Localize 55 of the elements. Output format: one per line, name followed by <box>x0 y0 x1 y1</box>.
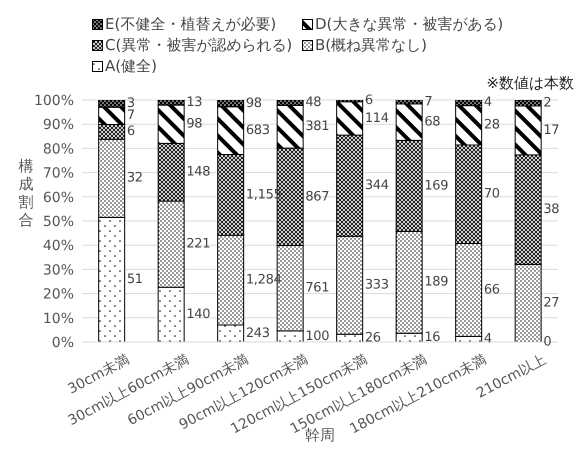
annotation: 243 <box>246 326 270 342</box>
y-tick-label: 40% <box>42 238 74 254</box>
annotation: 7 <box>424 94 432 110</box>
annotation: 114 <box>364 110 389 126</box>
annotation: 16 <box>424 330 440 346</box>
annotation: 4 <box>484 332 492 347</box>
legend-label: B(概ね異常なし) <box>315 35 427 56</box>
legend-label: C(異常・被害が認められる) <box>105 35 292 56</box>
annotation: 17 <box>543 122 560 138</box>
annotation: 98 <box>246 96 262 111</box>
annotation: 38 <box>543 202 560 218</box>
annotation: 98 <box>186 116 202 132</box>
y-tick-label: 0% <box>52 334 74 351</box>
annotation: 13 <box>186 94 202 110</box>
annotation: 6 <box>126 124 135 140</box>
y-tick-label: 60% <box>42 190 74 206</box>
annotation: 4 <box>484 95 492 110</box>
annotation: 100 <box>305 328 330 344</box>
annotation: 66 <box>484 282 500 298</box>
annotation: 867 <box>305 189 330 204</box>
annotation: 51 <box>126 272 143 288</box>
annotation: 26 <box>364 330 381 346</box>
annotation: 70 <box>484 186 500 202</box>
text: ※数値は本数 <box>486 74 574 93</box>
annotation: 0 <box>543 334 552 350</box>
y-tick-label: 30% <box>42 262 74 278</box>
y-axis-title: 構成割合 <box>18 157 34 229</box>
annotation: 6 <box>364 93 373 108</box>
y-tick-label: 20% <box>42 286 74 303</box>
annotation: 7 <box>126 108 135 124</box>
annotation: 68 <box>424 114 440 130</box>
y-tick-label: 80% <box>42 141 74 158</box>
annotation: 169 <box>424 178 448 194</box>
annotation: 344 <box>364 178 389 194</box>
annotation: 221 <box>186 236 210 252</box>
annotation: 27 <box>543 296 560 311</box>
y-tick-label: 70% <box>42 166 74 182</box>
y-tick-label: 10% <box>42 310 74 327</box>
annotation: 2 <box>543 95 552 110</box>
annotation: 48 <box>305 95 322 110</box>
annotation: 140 <box>186 307 210 322</box>
y-tick-label: 90% <box>42 117 74 134</box>
y-tick-label: 100% <box>34 92 74 109</box>
annotation: 761 <box>305 280 330 296</box>
annotation: 381 <box>305 119 330 134</box>
legend-label: A(健全) <box>105 56 157 77</box>
legend-label: D(大きな異常・被害がある) <box>315 14 504 35</box>
annotation: 333 <box>364 278 389 293</box>
annotation: 189 <box>424 274 448 290</box>
annotation: 32 <box>126 170 143 186</box>
annotation: 28 <box>484 118 500 133</box>
annotation: 683 <box>246 122 270 138</box>
y-tick-label: 50% <box>42 214 74 230</box>
annotation: 148 <box>186 164 210 180</box>
legend-label: E(不健全・植替えが必要) <box>105 14 276 35</box>
